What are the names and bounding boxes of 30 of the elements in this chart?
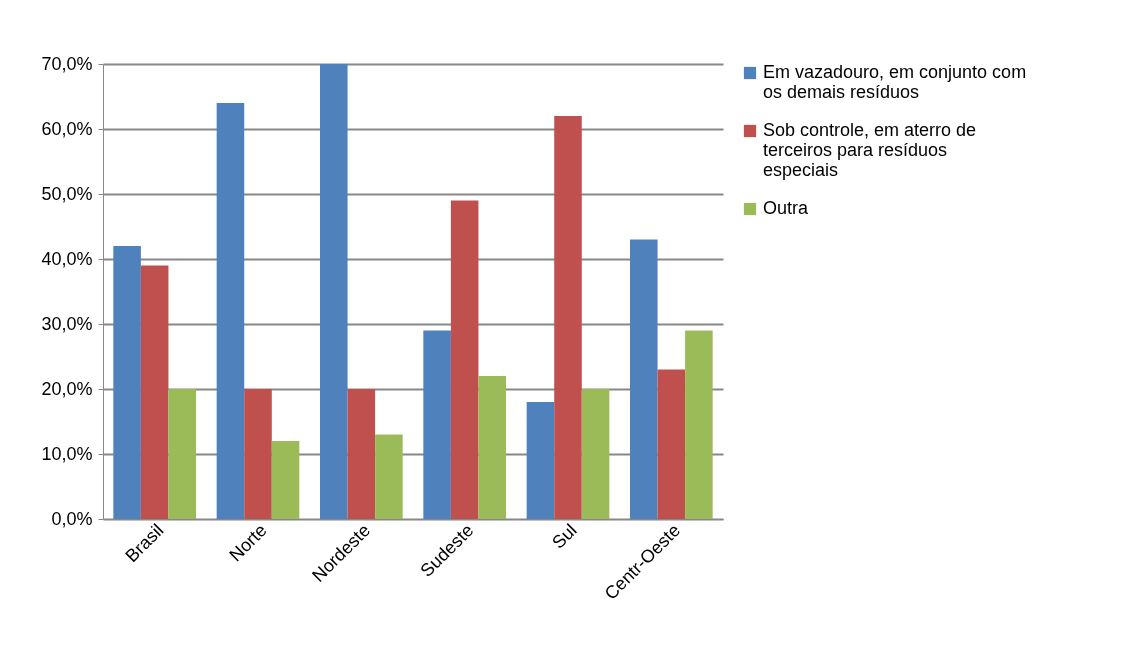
y-tick-label: 60,0% [41, 118, 93, 139]
bar [375, 434, 403, 519]
legend-label: Em vazadouro, em conjunto com os demais resíduos [763, 62, 1027, 102]
bar [657, 369, 686, 519]
bar [244, 389, 272, 519]
bar [271, 441, 300, 519]
bar [526, 402, 555, 519]
y-tick-label: 0,0% [51, 508, 93, 529]
bar [554, 116, 582, 519]
bar [347, 389, 376, 519]
y-tick-label: 30,0% [41, 313, 93, 334]
y-tick-label: 20,0% [41, 378, 93, 399]
x-tick-label: Sul [548, 520, 581, 553]
bar [320, 64, 348, 519]
legend-label: Outra [763, 198, 810, 218]
y-tick-label: 50,0% [41, 183, 93, 204]
legend-label: Sob controle, em aterro de terceiros para resíduos especiais [763, 120, 977, 180]
y-tick-label: 40,0% [41, 248, 93, 269]
bar [113, 246, 141, 519]
bar [168, 389, 196, 519]
bar [423, 330, 451, 519]
bar [216, 103, 245, 519]
bar [685, 330, 713, 519]
bar [630, 239, 658, 519]
bar [450, 200, 479, 519]
bar [478, 376, 506, 519]
bar [581, 389, 610, 519]
y-tick-label: 10,0% [41, 443, 93, 464]
y-tick-label: 70,0% [41, 53, 93, 74]
bar [140, 265, 169, 519]
